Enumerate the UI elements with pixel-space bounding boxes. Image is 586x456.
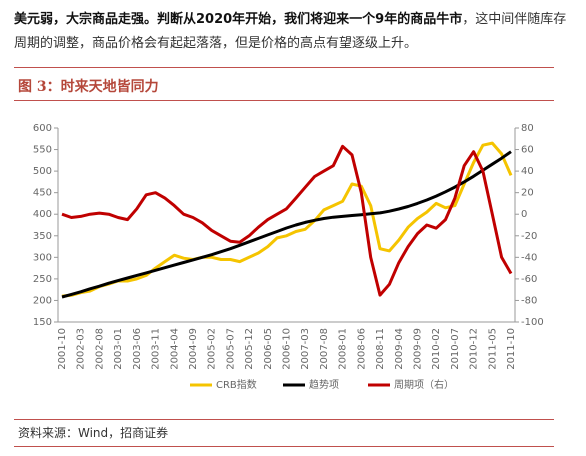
x-tick-label: 2005-02 [207, 328, 218, 370]
y-tick-label: 600 [33, 123, 52, 134]
y-tick-label: 300 [33, 252, 52, 263]
series-line [61, 141, 513, 298]
x-tick-label: 2011-10 [506, 328, 517, 370]
x-tick-label: 2010-02 [431, 328, 442, 370]
y2-tick-label: -100 [521, 317, 544, 328]
legend-label: 周期项（右） [394, 378, 454, 391]
rule [14, 100, 554, 101]
y-tick-label: 150 [33, 317, 52, 328]
x-tick-label: 2004-09 [188, 328, 199, 370]
x-tick-label: 2004-04 [169, 328, 180, 370]
x-tick-label: 2009-09 [412, 328, 423, 370]
x-tick-label: 2009-04 [394, 328, 405, 370]
bold-text: 美元弱，大宗商品走强。判断从2020年开始，我们将迎来一个9年的商品牛市 [14, 12, 463, 27]
x-tick-label: 2003-06 [132, 328, 143, 370]
y2-tick-label: 60 [521, 145, 534, 156]
y-tick-label: 250 [33, 274, 52, 285]
y2-tick-label: -60 [521, 274, 537, 285]
x-tick-label: 2002-08 [94, 328, 105, 370]
x-tick-label: 2008-11 [375, 328, 386, 370]
y-tick-label: 450 [33, 188, 52, 199]
y-tick-label: 550 [33, 145, 52, 156]
x-tick-label: 2006-10 [282, 328, 293, 370]
x-tick-label: 2005-12 [244, 328, 255, 370]
y-tick-label: 200 [33, 295, 52, 306]
x-tick-label: 2007-08 [319, 328, 330, 370]
paragraph: 美元弱，大宗商品走强。判断从2020年开始，我们将迎来一个9年的商品牛市，这中间… [14, 8, 574, 56]
x-tick-label: 2008-06 [356, 328, 367, 370]
x-tick-label: 2008-01 [338, 328, 349, 370]
source: 资料来源：Wind，招商证券 [18, 426, 169, 440]
y2-tick-label: 80 [521, 123, 534, 134]
y2-tick-label: 20 [521, 188, 534, 199]
y-tick-label: 400 [33, 209, 52, 220]
legend-label: 趋势项 [309, 378, 339, 391]
y2-tick-label: -20 [521, 231, 537, 242]
x-tick-label: 2001-10 [57, 328, 68, 370]
x-tick-label: 2007-03 [300, 328, 311, 370]
y2-tick-label: 40 [521, 166, 534, 177]
rule [14, 446, 554, 447]
x-tick-label: 2003-11 [151, 328, 162, 370]
y-tick-label: 350 [33, 231, 52, 242]
figure-title: 图 3：时来天地皆同力 [18, 79, 159, 95]
y2-tick-label: -80 [521, 295, 537, 306]
rule [14, 419, 554, 420]
text: ，这中间伴随库存周期的调整，商品价格会有起起落落，但是价格的高点有望逐级上升。 [14, 12, 567, 51]
series-line [61, 144, 513, 297]
x-tick-label: 2010-07 [450, 328, 461, 370]
x-tick-label: 2003-01 [113, 328, 124, 370]
series-line [61, 150, 512, 299]
x-tick-label: 2002-03 [76, 328, 87, 370]
y-tick-label: 500 [33, 166, 52, 177]
x-tick-label: 2005-07 [225, 328, 236, 370]
rule [14, 67, 554, 68]
x-tick-label: 2010-12 [469, 328, 480, 370]
y2-tick-label: -40 [521, 252, 537, 263]
x-tick-label: 2006-05 [263, 328, 274, 370]
y2-tick-label: 0 [521, 209, 527, 220]
x-tick-label: 2011-05 [487, 328, 498, 370]
legend-label: CRB指数 [216, 378, 257, 391]
